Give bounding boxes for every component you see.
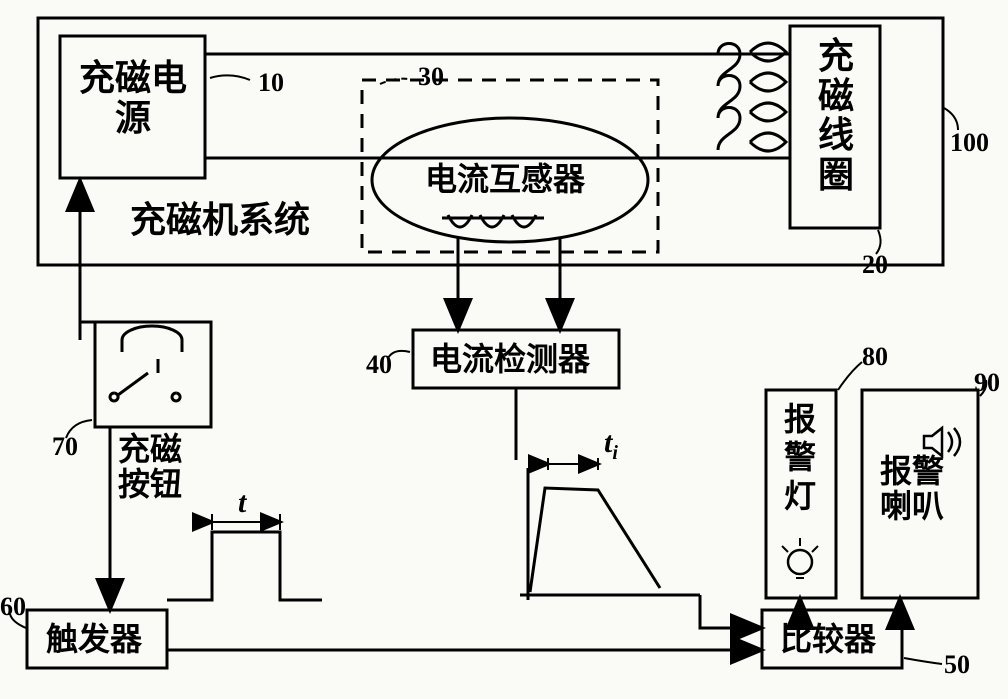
label-speaker: 报警喇叭 xyxy=(870,454,954,524)
label-lamp: 报警灯 xyxy=(772,400,828,515)
label-ti: ti xyxy=(604,426,618,464)
leader-10 xyxy=(210,75,250,80)
wire-to-comp1 xyxy=(700,595,760,628)
ref-50: 50 xyxy=(944,650,970,680)
label-t: t xyxy=(238,486,246,519)
coil-windings xyxy=(718,44,740,151)
lamp-icon xyxy=(788,550,812,574)
ref-20: 20 xyxy=(862,250,888,280)
ref-60: 60 xyxy=(0,592,26,622)
decay-curve xyxy=(530,488,660,592)
label-lamp-text: 报警灯 xyxy=(784,401,816,514)
system-label: 充磁机系统 xyxy=(130,200,310,240)
ref-80: 80 xyxy=(862,342,888,372)
coil-glyph xyxy=(750,43,786,151)
label-detector: 电流检测器 xyxy=(430,342,590,377)
label-trigger: 触发器 xyxy=(46,622,142,657)
speaker-icon xyxy=(924,428,960,456)
leader-50 xyxy=(904,658,942,664)
ti-sub: i xyxy=(612,442,618,464)
label-coil: 充磁线圈 xyxy=(806,36,866,194)
ref-10: 10 xyxy=(258,68,284,98)
leader-100 xyxy=(944,108,958,130)
label-power: 充磁电源 xyxy=(78,58,188,137)
label-button: 充磁按钮 xyxy=(108,432,192,502)
label-ct: 电流互感器 xyxy=(425,162,585,197)
ref-90: 90 xyxy=(974,368,1000,398)
block-button xyxy=(95,322,211,427)
ref-40: 40 xyxy=(366,350,392,380)
pulse-wave xyxy=(178,532,322,600)
ref-100: 100 xyxy=(950,128,989,158)
button-symbol xyxy=(110,326,182,401)
ref-30: 30 xyxy=(418,62,444,92)
leader-80 xyxy=(838,362,862,390)
label-comparator: 比较器 xyxy=(780,622,876,657)
ref-70: 70 xyxy=(52,432,78,462)
